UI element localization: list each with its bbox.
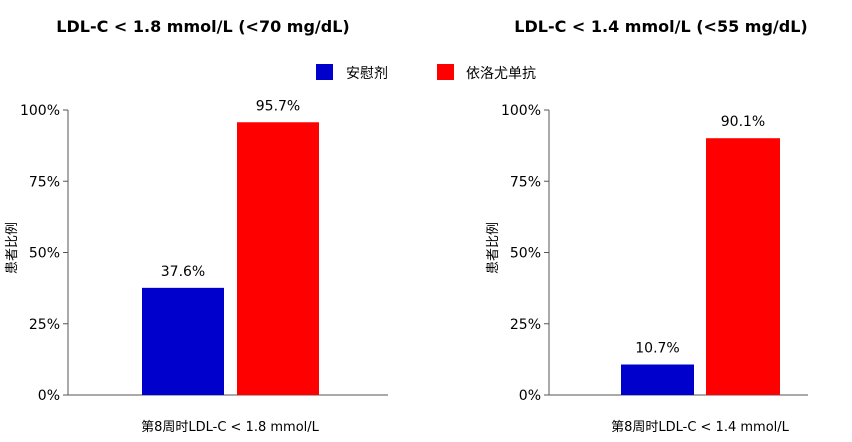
bar [142, 287, 224, 395]
y-tick-label: 0% [519, 388, 541, 404]
chart-title: LDL-C < 1.4 mmol/L (<55 mg/dL) [514, 17, 807, 36]
y-tick-label: 100% [20, 103, 60, 119]
bar [706, 138, 780, 395]
plot-area: 0% 25% 50% 75% 100% 37.6% 95.7% [20, 98, 388, 404]
x-axis-label: 第8周时LDL-C < 1.8 mmol/L [141, 420, 320, 435]
y-axis-label: 患者比例 [5, 222, 20, 274]
y-tick-label: 50% [510, 246, 541, 262]
y-tick-label: 25% [510, 317, 541, 333]
y-tick-label: 100% [501, 103, 541, 119]
legend-label-evolocumab: 依洛尤单抗 [466, 66, 536, 82]
data-label: 10.7% [635, 341, 679, 357]
legend-swatch-placebo [316, 64, 333, 80]
legend-label-placebo: 安慰剂 [346, 65, 388, 82]
data-label: 95.7% [256, 98, 300, 114]
bar [621, 364, 694, 395]
chart-panel-2: LDL-C < 1.4 mmol/L (<55 mg/dL) 患者比例 第8周时… [486, 17, 808, 435]
bar [237, 122, 319, 395]
x-axis-label: 第8周时LDL-C < 1.4 mmol/L [611, 420, 790, 435]
y-tick-label: 75% [510, 174, 541, 190]
data-label: 90.1% [721, 114, 765, 130]
legend-swatch-evolocumab [437, 64, 454, 80]
chart-title: LDL-C < 1.8 mmol/L (<70 mg/dL) [56, 17, 349, 36]
chart-panel-1: LDL-C < 1.8 mmol/L (<70 mg/dL) 患者比例 第8周时… [5, 17, 388, 435]
data-label: 37.6% [161, 264, 205, 280]
y-tick-label: 50% [29, 246, 60, 262]
plot-area: 0% 25% 50% 75% 100% 10.7% 90.1% [501, 103, 808, 404]
y-tick-label: 75% [29, 174, 60, 190]
y-tick-label: 25% [29, 317, 60, 333]
y-axis-label: 患者比例 [486, 222, 501, 274]
y-tick-label: 0% [38, 388, 60, 404]
legend: 安慰剂 依洛尤单抗 [316, 64, 536, 82]
